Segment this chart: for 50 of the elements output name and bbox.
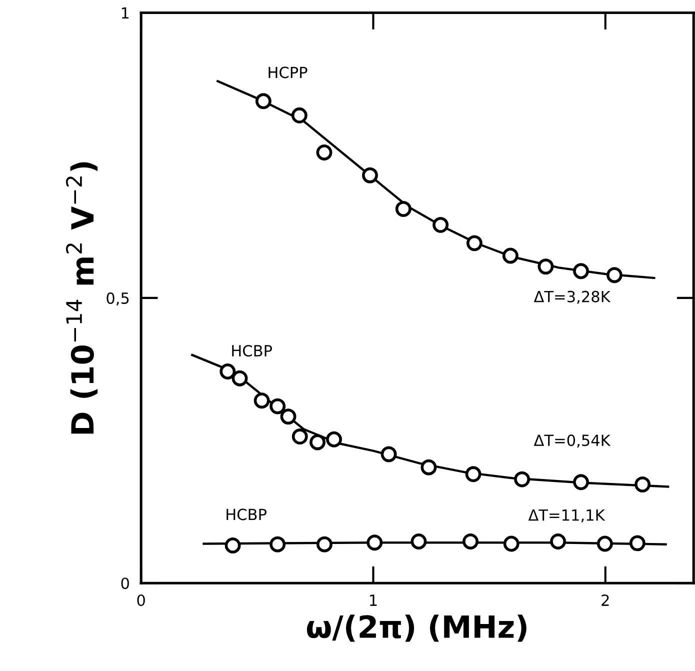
point (254, 392, 270, 409)
point (420, 459, 437, 476)
point (550, 533, 566, 550)
point (232, 370, 248, 386)
point (366, 534, 383, 551)
point (573, 263, 589, 280)
x-tick-label: 2 (602, 594, 609, 606)
point (462, 533, 478, 550)
point (629, 535, 646, 552)
point (316, 536, 332, 552)
annotation: ΔT=3,28K (534, 290, 611, 304)
y-tick-label: 1 (122, 7, 129, 19)
point (503, 536, 520, 552)
point (270, 398, 286, 414)
point (326, 431, 342, 448)
annotation: ΔT=11,1K (528, 509, 606, 522)
point (465, 466, 482, 482)
annotation: HCPP (268, 66, 308, 78)
point (596, 536, 613, 552)
x-tick-label: 1 (370, 594, 377, 606)
point (432, 216, 449, 233)
y-tick-label: 0 (121, 578, 129, 590)
point (538, 258, 554, 275)
point (514, 471, 530, 488)
point (270, 536, 286, 552)
line-series (216, 80, 656, 280)
point (292, 428, 308, 444)
point (573, 474, 589, 490)
point (634, 476, 651, 492)
point (395, 200, 412, 217)
point (291, 107, 308, 124)
annotation: ΔT=0,54K (534, 434, 611, 448)
point (316, 144, 332, 160)
point (310, 434, 326, 450)
point (280, 408, 296, 425)
x-tick-label: 0 (137, 594, 145, 606)
point (466, 235, 482, 252)
annotation: HCBP (232, 344, 272, 357)
annotation: HCBP (226, 508, 266, 520)
point (362, 167, 378, 184)
y-axis-title: D (10$^{−14}$ m$^{2}$ V$^{−2}$) (66, 162, 98, 434)
x-axis-title: ω/(2π) (MHz) (306, 614, 526, 642)
point (606, 267, 622, 284)
point (410, 533, 427, 550)
point (502, 248, 518, 264)
point (380, 446, 397, 462)
point (255, 93, 272, 110)
point (220, 364, 236, 380)
y-tick-label: 0,5 (106, 292, 129, 306)
point (224, 537, 241, 554)
